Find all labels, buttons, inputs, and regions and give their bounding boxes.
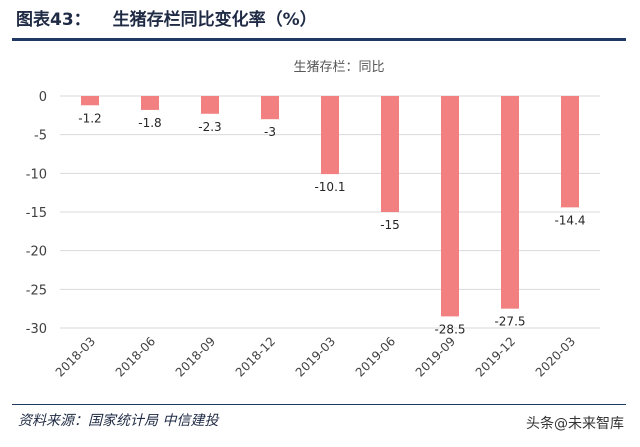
- x-tick-label: 2018-06: [113, 334, 158, 379]
- bar-chart: 生猪存栏：同比 0-5-10-15-20-25-30 -1.2 -1.8 -2.3-…: [26, 60, 600, 380]
- value-label: -1.8: [138, 116, 161, 130]
- y-tick-label: -25: [26, 283, 47, 298]
- bar: [381, 96, 399, 212]
- bar: [261, 96, 279, 120]
- y-tick-label: -20: [26, 245, 47, 260]
- bar: [321, 96, 339, 175]
- value-label: -14.4: [554, 213, 585, 227]
- chart-title: 生猪存栏：同比: [293, 60, 384, 75]
- y-tick-label: 0: [39, 90, 47, 105]
- bar: [141, 96, 159, 110]
- title-rule: [12, 38, 626, 41]
- value-labels: -1.2 -1.8 -2.3 -3 -10.1 -15 -28.5 -27.5 -14.4: [78, 111, 585, 336]
- y-tick-label: -15: [26, 206, 47, 221]
- bar: [501, 96, 519, 309]
- value-label: -15: [380, 218, 400, 232]
- y-tick-label: -30: [26, 322, 47, 337]
- bar: [201, 96, 219, 114]
- y-tick-label: -5: [34, 129, 47, 144]
- x-tick-label: 2018-03: [53, 334, 98, 379]
- x-tick-label: 2019-09: [413, 334, 458, 379]
- x-tick-label: 2018-12: [233, 334, 278, 379]
- value-label: -10.1: [314, 180, 345, 194]
- y-axis-ticks: 0 -5 -10 -15 -20 -25 -30: [26, 90, 47, 337]
- value-label: -28.5: [434, 322, 465, 336]
- watermark: 头条@未来智库: [526, 416, 624, 432]
- footer-rule: [12, 404, 626, 405]
- bar: [81, 96, 99, 106]
- x-tick-label: 2020-03: [533, 334, 578, 379]
- x-axis-ticks: 2018-03 2018-06 2018-09 2018-12 2019-03 2019-…: [53, 334, 578, 379]
- y-tick-label: -10: [26, 167, 47, 182]
- x-tick-label: 2019-12: [473, 334, 518, 379]
- x-tick-label: 2018-09: [173, 334, 218, 379]
- value-label: -3: [264, 125, 276, 139]
- x-tick-label: 2019-03: [293, 334, 338, 379]
- figure-label: 图表43：: [16, 10, 91, 30]
- figure-title-text: 生猪存栏同比变化率（%）: [112, 10, 317, 30]
- value-label: -27.5: [494, 315, 525, 329]
- x-tick-label: 2019-06: [353, 334, 398, 379]
- source-note: 资料来源：国家统计局 中信建投: [18, 413, 219, 429]
- bar: [441, 96, 459, 317]
- value-label: -1.2: [78, 111, 101, 125]
- value-label: -2.3: [198, 120, 221, 134]
- bar: [561, 96, 579, 208]
- bars: [81, 96, 579, 317]
- figure-title: 图表43： 生猪存栏同比变化率（%）: [16, 6, 317, 34]
